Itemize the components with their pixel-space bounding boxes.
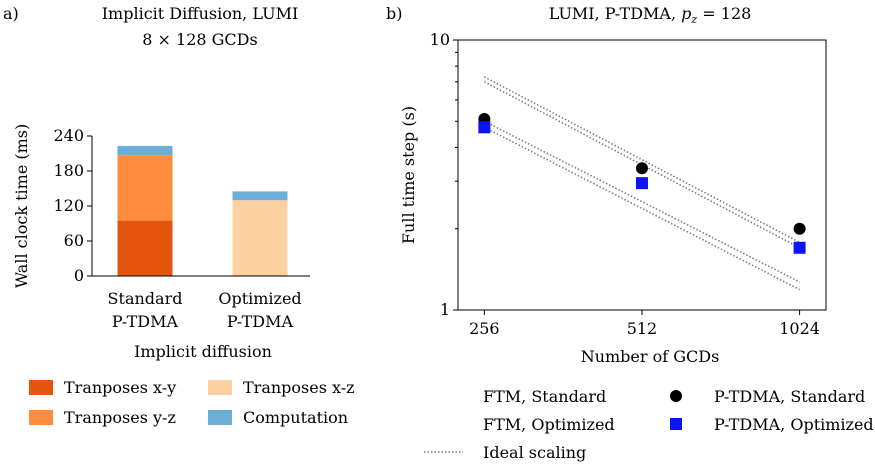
bar-optimized-computation	[232, 191, 288, 201]
panel-b: b) LUMI, P-TDMA, pz = 128 256 512 1024 1 10…	[386, 4, 874, 462]
legend-swatch-transposes-x-z	[208, 380, 232, 395]
ideal-scaling-line-3	[484, 120, 800, 283]
panel-a-label: a)	[3, 4, 19, 23]
bar-standard-tranposes-y-z	[117, 155, 173, 221]
legend-label-p-tdma-standard: P-TDMA, Standard	[714, 387, 865, 406]
panel-a: a) Implicit Diffusion, LUMI 8 × 128 GCDs…	[3, 4, 355, 427]
legend-swatch-transposes-y-z	[29, 410, 53, 425]
panel-a-bars	[117, 145, 288, 276]
y-tick-label-1: 1	[440, 300, 450, 319]
panel-b-title: LUMI, P-TDMA, pz = 128	[549, 4, 752, 26]
legend-marker-p-tdma-optimized	[670, 418, 682, 430]
legend-label-transposes-x-y: Tranposes x-y	[64, 378, 176, 397]
panel-b-y-ticks: 1 10	[430, 30, 458, 319]
panel-a-x-tick-label: Standard P-TDMA Optimized P-TDMA	[108, 289, 302, 331]
ideal-scaling-line-1	[483, 76, 800, 244]
x-tick-label-optimized-2: P-TDMA	[227, 312, 294, 331]
panel-a-y-axis-label: Wall clock time (ms)	[12, 124, 31, 289]
legend-label-p-tdma-optimized: P-TDMA, Optimized	[714, 415, 874, 434]
panel-b-legend: FTM, Standard P-TDMA, Standard FTM, Opti…	[424, 387, 874, 462]
legend-swatch-transposes-x-y	[29, 380, 53, 395]
panel-b-y-axis-label: Full time step (s)	[399, 106, 418, 244]
y-tick-label-10: 10	[430, 30, 450, 49]
y-tick-label-180: 180	[53, 161, 84, 180]
point-p-tdma-standard-512	[635, 162, 648, 175]
x-tick-label-standard-2: P-TDMA	[112, 312, 179, 331]
legend-label-transposes-x-z: Tranposes x-z	[243, 378, 355, 397]
bar-standard-tranposes-x-y	[117, 220, 173, 276]
panel-a-title-line-2: 8 × 128 GCDs	[142, 30, 257, 49]
ideal-scaling-line-4	[483, 126, 800, 291]
y-tick-label-0: 0	[74, 266, 84, 285]
legend-label-ftm-optimized: FTM, Optimized	[483, 415, 615, 434]
y-tick-label-240: 240	[53, 126, 84, 145]
panel-b-ideal-lines	[483, 76, 800, 291]
panel-b-title-post: = 128	[697, 4, 751, 23]
x-tick-label-256: 256	[469, 319, 500, 338]
x-tick-label-1024: 1024	[779, 319, 820, 338]
panel-a-title-line-1: Implicit Diffusion, LUMI	[102, 4, 299, 23]
panel-a-y-ticks: 0 60 120 180 240	[53, 126, 92, 285]
x-tick-label-512: 512	[627, 319, 658, 338]
point-p-tdma-standard-1024	[793, 222, 806, 235]
point-p-tdma-optimized-256	[478, 121, 491, 134]
legend-label-ftm-standard: FTM, Standard	[483, 387, 606, 406]
panel-b-plot-frame	[457, 39, 827, 311]
legend-label-ideal-scaling: Ideal scaling	[483, 443, 586, 462]
legend-label-computation: Computation	[243, 408, 348, 427]
legend-label-transposes-y-z: Tranposes y-z	[64, 408, 176, 427]
point-p-tdma-optimized-512	[635, 177, 648, 190]
panel-b-title-sub: z	[690, 13, 697, 26]
bar-optimized-tranposes-x-z	[232, 200, 288, 276]
panel-b-points	[478, 112, 806, 254]
panel-b-x-ticks: 256 512 1024	[469, 310, 820, 338]
panel-b-title-pre: LUMI, P-TDMA,	[549, 4, 681, 23]
legend-swatch-computation	[208, 410, 232, 425]
bar-standard-computation	[117, 145, 173, 156]
panel-b-x-axis-label: Number of GCDs	[581, 347, 720, 366]
y-tick-label-60: 60	[64, 231, 84, 250]
x-tick-label-optimized-1: Optimized	[218, 289, 301, 308]
y-tick-label-120: 120	[53, 196, 84, 215]
x-tick-label-standard-1: Standard	[108, 289, 183, 308]
point-p-tdma-optimized-1024	[793, 241, 806, 254]
panel-b-title-var: p	[681, 4, 691, 23]
panel-a-x-axis-label: Implicit diffusion	[134, 342, 272, 361]
panel-a-legend: Tranposes x-y Tranposes x-z Tranposes y-…	[29, 378, 355, 427]
legend-marker-p-tdma-standard	[670, 390, 682, 402]
panel-b-label: b)	[386, 4, 402, 23]
